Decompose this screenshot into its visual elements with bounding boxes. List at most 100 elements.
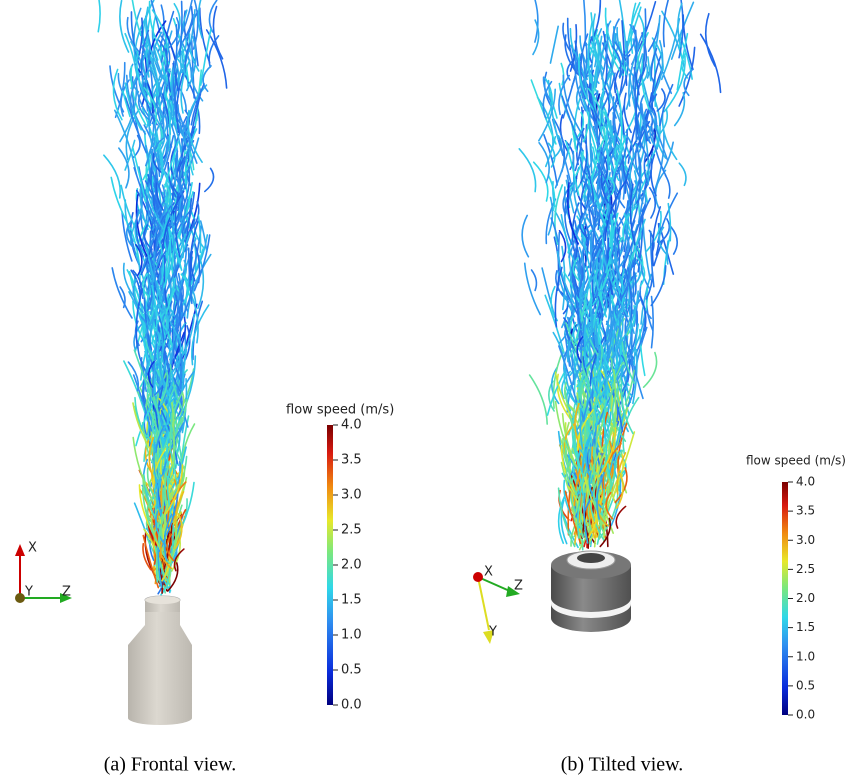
- streamline: [658, 108, 669, 136]
- streamline: [135, 243, 143, 277]
- streamline: [579, 156, 602, 220]
- streamline: [174, 150, 184, 189]
- streamline: [608, 409, 626, 475]
- streamline: [621, 19, 628, 86]
- tick-label: 1.0: [796, 649, 815, 663]
- streamline: [112, 68, 123, 121]
- streamline: [154, 250, 167, 289]
- streamline: [174, 513, 183, 550]
- streamline: [135, 209, 145, 258]
- streamline: [670, 226, 678, 255]
- streamline: [143, 224, 153, 251]
- nozzle: [128, 595, 192, 725]
- streamline: [550, 217, 559, 243]
- streamline: [145, 144, 151, 202]
- streamline: [604, 109, 630, 172]
- streamline: [132, 374, 153, 432]
- streamline: [144, 82, 158, 126]
- streamline: [580, 376, 588, 409]
- streamline: [152, 131, 164, 182]
- streamline: [591, 344, 607, 381]
- streamline: [578, 248, 601, 308]
- streamline: [620, 354, 629, 393]
- streamline: [178, 355, 197, 421]
- streamline: [584, 314, 587, 368]
- streamline: [155, 425, 165, 454]
- streamline: [588, 69, 599, 125]
- streamline: [566, 17, 577, 74]
- streamline: [161, 135, 170, 170]
- streamline: [633, 326, 648, 380]
- streamline: [178, 181, 193, 239]
- streamline: [560, 444, 578, 498]
- streamline: [610, 312, 624, 359]
- streamline: [599, 517, 612, 548]
- streamline: [184, 325, 191, 361]
- streamline: [659, 83, 674, 127]
- streamline: [581, 224, 589, 271]
- tick-label: 1.5: [341, 593, 362, 608]
- streamline: [174, 195, 181, 258]
- streamline: [635, 67, 646, 134]
- streamline: [623, 92, 632, 134]
- streamline: [601, 23, 609, 80]
- streamline: [678, 46, 696, 107]
- streamline: [595, 268, 601, 294]
- streamline: [637, 12, 645, 42]
- streamline: [587, 176, 602, 211]
- streamline: [611, 298, 629, 356]
- streamline: [133, 349, 159, 414]
- streamline: [611, 389, 619, 423]
- streamline: [532, 19, 540, 56]
- streamline: [625, 53, 644, 110]
- streamline: [603, 399, 608, 434]
- streamline: [160, 35, 171, 73]
- streamline: [673, 91, 686, 127]
- streamline: [595, 345, 603, 377]
- streamline: [127, 229, 136, 255]
- streamline: [142, 38, 151, 90]
- streamline: [176, 67, 186, 134]
- streamline: [642, 123, 650, 186]
- streamline: [605, 213, 614, 274]
- streamline: [602, 126, 611, 171]
- streamline: [631, 178, 641, 226]
- streamline: [153, 441, 158, 484]
- streamline: [148, 267, 172, 327]
- streamline: [622, 157, 642, 219]
- streamline: [148, 79, 166, 127]
- streamline: [605, 491, 614, 520]
- streamline: [164, 464, 184, 515]
- streamline: [182, 127, 192, 152]
- streamline: [596, 162, 612, 197]
- tick-label: 0.0: [796, 708, 815, 722]
- streamline: [151, 284, 158, 332]
- streamline: [518, 148, 537, 193]
- streamline: [583, 276, 596, 316]
- colorbar-title: flow speed (m/s): [286, 403, 394, 418]
- streamline: [132, 147, 147, 203]
- streamline: [647, 56, 652, 82]
- streamline: [142, 534, 160, 589]
- streamline: [171, 401, 175, 469]
- streamline: [169, 416, 179, 464]
- streamline: [197, 214, 202, 254]
- streamline: [552, 349, 564, 409]
- streamline: [546, 372, 565, 416]
- streamline: [628, 44, 641, 107]
- streamline: [608, 132, 617, 166]
- streamline: [178, 0, 183, 56]
- streamline: [165, 226, 175, 278]
- streamline: [141, 46, 162, 95]
- streamline: [601, 411, 612, 441]
- streamline: [150, 169, 166, 204]
- streamline: [576, 392, 583, 438]
- streamline: [634, 144, 644, 184]
- streamline: [159, 542, 173, 570]
- streamline: [621, 268, 630, 311]
- streamline: [552, 331, 566, 376]
- streamline: [653, 240, 664, 267]
- streamline: [621, 337, 636, 385]
- streamline: [538, 88, 556, 142]
